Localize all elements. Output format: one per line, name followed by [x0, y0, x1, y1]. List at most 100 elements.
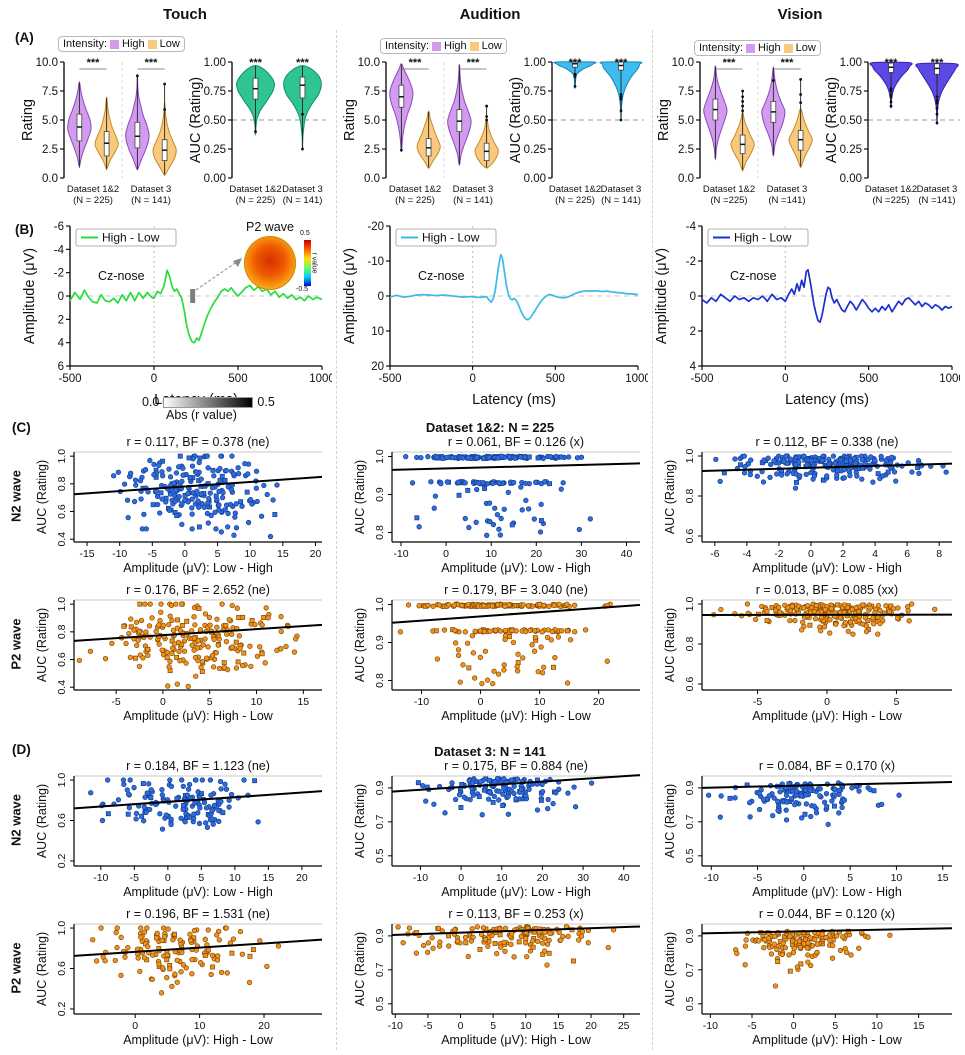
svg-text:Dataset 1&2: Dataset 1&2	[67, 184, 119, 195]
svg-text:-10: -10	[414, 696, 429, 708]
svg-text:-5: -5	[753, 872, 762, 884]
svg-text:AUC (Rating): AUC (Rating)	[353, 608, 367, 682]
svg-text:Amplitude (μV): Amplitude (μV)	[654, 248, 670, 344]
svg-text:1.00: 1.00	[524, 57, 546, 69]
abs-r-colorbar: 0.0 0.5 Abs (r value)	[142, 395, 275, 422]
svg-text:7.5: 7.5	[364, 86, 380, 98]
n2-wave-row-label-c: N2 wave	[8, 469, 24, 523]
high-intensity-swatch	[746, 43, 756, 53]
svg-text:0.75: 0.75	[524, 86, 546, 98]
legend-low-label: Low	[159, 38, 180, 50]
svg-text:Dataset 1&2: Dataset 1&2	[549, 184, 601, 195]
svg-text:1.0: 1.0	[56, 773, 68, 788]
svg-text:500: 500	[228, 373, 247, 385]
svg-text:20: 20	[371, 361, 384, 373]
svg-text:1.0: 1.0	[684, 449, 696, 464]
svg-text:0.00: 0.00	[840, 173, 862, 185]
svg-text:r = 0.117, BF = 0.378 (ne): r = 0.117, BF = 0.378 (ne)	[127, 435, 270, 449]
svg-text:15: 15	[913, 1020, 925, 1032]
svg-text:r = 0.013, BF = 0.085 (xx): r = 0.013, BF = 0.085 (xx)	[756, 583, 898, 597]
svg-text:r = 0.061, BF = 0.126 (x): r = 0.061, BF = 0.126 (x)	[448, 435, 584, 449]
svg-text:-5: -5	[753, 696, 762, 708]
svg-text:5: 5	[215, 548, 221, 560]
svg-text:High - Low: High - Low	[102, 231, 160, 245]
svg-text:Dataset 3: Dataset 3	[282, 184, 323, 195]
svg-text:0.50: 0.50	[524, 115, 546, 127]
svg-text:0.7: 0.7	[374, 962, 386, 977]
svg-text:Dataset 3: Dataset 3	[767, 184, 808, 195]
svg-text:-10: -10	[367, 256, 384, 268]
svg-text:1.0: 1.0	[56, 597, 68, 612]
svg-text:20: 20	[537, 872, 549, 884]
svg-text:***: ***	[409, 57, 423, 69]
svg-text:High - Low: High - Low	[422, 231, 480, 245]
svg-text:0.6: 0.6	[56, 813, 68, 828]
svg-text:Dataset 3: Dataset 3	[453, 184, 494, 195]
svg-text:Latency (ms): Latency (ms)	[785, 392, 869, 408]
svg-text:***: ***	[296, 57, 310, 69]
svg-text:0: 0	[165, 872, 171, 884]
svg-text:-10: -10	[413, 872, 428, 884]
audition-rating-violin-plot: 0.0 2.5 5.0 7.5 10.0 Rating *** Dataset 1&2 (N =…	[342, 46, 506, 221]
svg-text:2.5: 2.5	[42, 144, 58, 156]
svg-text:8: 8	[936, 548, 942, 560]
topomap-image	[244, 236, 296, 290]
n2-wave-row-label-d: N2 wave	[8, 793, 24, 847]
svg-text:0.5: 0.5	[684, 996, 696, 1011]
svg-text:0: 0	[458, 1020, 464, 1032]
svg-text:0.7: 0.7	[684, 962, 696, 977]
svg-text:AUC (Rating): AUC (Rating)	[663, 784, 677, 858]
svg-text:0.2: 0.2	[56, 853, 68, 868]
svg-text:-20: -20	[367, 221, 384, 233]
legend-high-label: High	[444, 40, 467, 52]
grayscale-gradient-bar	[163, 396, 254, 408]
svg-text:1.0: 1.0	[684, 597, 696, 612]
p2-wave-row-label-c: P2 wave	[8, 618, 24, 670]
legend-high-label: High	[122, 38, 145, 50]
svg-text:2: 2	[58, 314, 64, 326]
svg-text:High - Low: High - Low	[734, 231, 792, 245]
svg-text:4: 4	[872, 548, 878, 560]
svg-text:5: 5	[207, 696, 213, 708]
b-aud-svg: -20 -10 0 10 20-500 0 500 1000 Amplitude (μV) Lat…	[342, 221, 651, 408]
svg-text:-6: -6	[54, 221, 64, 233]
svg-text:-4: -4	[742, 548, 751, 560]
c-vis-n2-svg: r = 0.112, BF = 0.338 (ne) -6 -4 -2 0 2 4 6 8 0.6…	[663, 435, 953, 575]
svg-text:0.5: 0.5	[374, 996, 386, 1011]
panel-label-d: (D)	[12, 742, 31, 757]
svg-text:5.0: 5.0	[678, 115, 694, 127]
column-separator-2	[652, 30, 653, 1050]
svg-text:5: 5	[894, 696, 900, 708]
svg-text:Dataset 1&2: Dataset 1&2	[703, 184, 755, 195]
svg-text:AUC (Rating): AUC (Rating)	[824, 77, 840, 163]
b-vis-svg: -4 -2 0 2 4-500 0 500 1000 Amplitude (μV) Latency…	[654, 221, 965, 408]
inset-title: P2 wave	[246, 220, 294, 234]
svg-text:0.8: 0.8	[684, 489, 696, 504]
svg-text:0.9: 0.9	[374, 780, 386, 795]
vision-erp-plot: -4 -2 0 2 4-500 0 500 1000 Amplitude (μV) Latency…	[650, 218, 965, 415]
c-touch-n2-svg: r = 0.117, BF = 0.378 (ne) -15 -10 -5 0 5 10 15…	[35, 435, 323, 575]
svg-text:0.6: 0.6	[56, 652, 68, 667]
touch-n2-scatter-d12: r = 0.117, BF = 0.378 (ne) -15 -10 -5 0 5 10 15…	[30, 434, 330, 581]
svg-text:***: ***	[931, 57, 945, 69]
svg-text:Dataset 3: Dataset 3	[131, 184, 172, 195]
svg-text:0: 0	[182, 548, 188, 560]
d-touch-p2-svg: r = 0.196, BF = 1.531 (ne) 0 10 20 0.2 0.6 1.0…	[35, 907, 323, 1047]
svg-text:10: 10	[496, 872, 508, 884]
svg-text:AUC (Rating): AUC (Rating)	[508, 77, 524, 163]
svg-text:5.0: 5.0	[364, 115, 380, 127]
svg-text:(N = 141): (N = 141)	[453, 195, 493, 206]
svg-text:r = 0.196, BF = 1.531 (ne): r = 0.196, BF = 1.531 (ne)	[126, 907, 270, 921]
svg-text:-10: -10	[704, 872, 719, 884]
svg-text:-5: -5	[111, 696, 120, 708]
svg-text:-6: -6	[710, 548, 719, 560]
svg-text:0.5: 0.5	[374, 848, 386, 863]
svg-text:r = 0.184, BF = 1.123 (ne): r = 0.184, BF = 1.123 (ne)	[126, 759, 270, 773]
svg-text:***: ***	[723, 57, 737, 69]
svg-text:(N =225): (N =225)	[710, 195, 747, 206]
svg-text:20: 20	[310, 548, 322, 560]
svg-text:0.8: 0.8	[374, 673, 386, 688]
svg-text:AUC (Rating): AUC (Rating)	[663, 608, 677, 682]
svg-text:***: ***	[467, 57, 481, 69]
